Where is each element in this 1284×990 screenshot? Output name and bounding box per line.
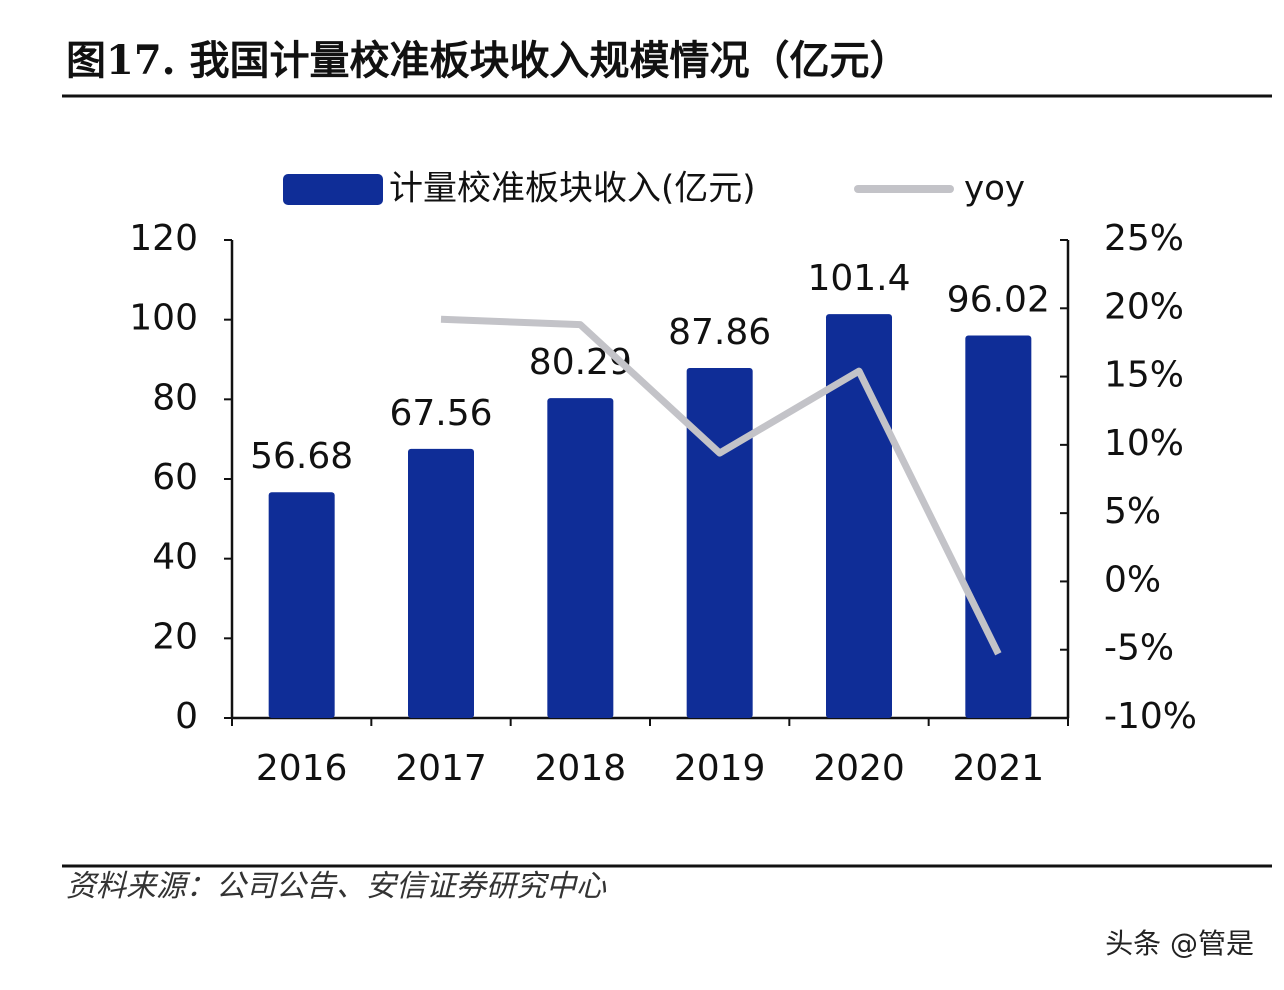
x-tick-label: 2021 (953, 748, 1045, 789)
y2-tick-label: 0% (1104, 559, 1161, 600)
y-tick-label: 60 (152, 457, 198, 498)
bar (408, 448, 474, 718)
chart: 0 20 40 60 80 100 120 -10% -5% 0% 5% 10% 15% 20% 25% 20… (129, 169, 1197, 790)
y2-tick-label: 20% (1104, 286, 1184, 327)
value-label: 67.56 (389, 393, 492, 434)
y-tick-label: 20 (152, 616, 198, 657)
x-tick-label: 2017 (395, 748, 487, 789)
bar (686, 368, 753, 718)
bar (826, 314, 892, 718)
watermark: 头条 @管是 (1105, 927, 1254, 960)
y2-tick-label: 10% (1104, 423, 1184, 464)
bar (547, 398, 614, 718)
yoy-line (440, 315, 1002, 656)
bar (965, 335, 1032, 718)
y-tick-label: 120 (129, 218, 198, 259)
y-tick-label: 100 (129, 298, 198, 339)
x-tick-label: 2020 (813, 748, 905, 789)
y-tick-label: 80 (152, 377, 198, 418)
value-label: 56.68 (250, 436, 353, 477)
x-tick-label: 2019 (674, 748, 766, 789)
value-label: 80.29 (529, 342, 632, 383)
x-tick-label: 2016 (256, 748, 348, 789)
y2-tick-label: -10% (1104, 696, 1197, 737)
y-tick-label: 0 (175, 696, 198, 737)
value-label: 96.02 (947, 280, 1050, 321)
x-tick-label: 2018 (535, 748, 627, 789)
y2-tick-label: 25% (1104, 218, 1184, 259)
y2-tick-label: 5% (1104, 491, 1161, 532)
y-tick-label: 40 (152, 537, 198, 578)
source-note: 资料来源：公司公告、安信证券研究中心 (66, 869, 607, 904)
value-label: 87.86 (668, 312, 771, 353)
bar (268, 492, 335, 718)
y2-tick-label: 15% (1104, 355, 1184, 396)
y2-tick-label: -5% (1104, 628, 1174, 669)
legend-label: 计量校准板块收入(亿元) (389, 169, 756, 209)
legend-swatch (283, 174, 383, 205)
value-label: 101.4 (807, 258, 910, 299)
page-title: 图17. 我国计量校准板块收入规模情况（亿元） (66, 37, 910, 84)
legend-label: yoy (964, 169, 1025, 209)
